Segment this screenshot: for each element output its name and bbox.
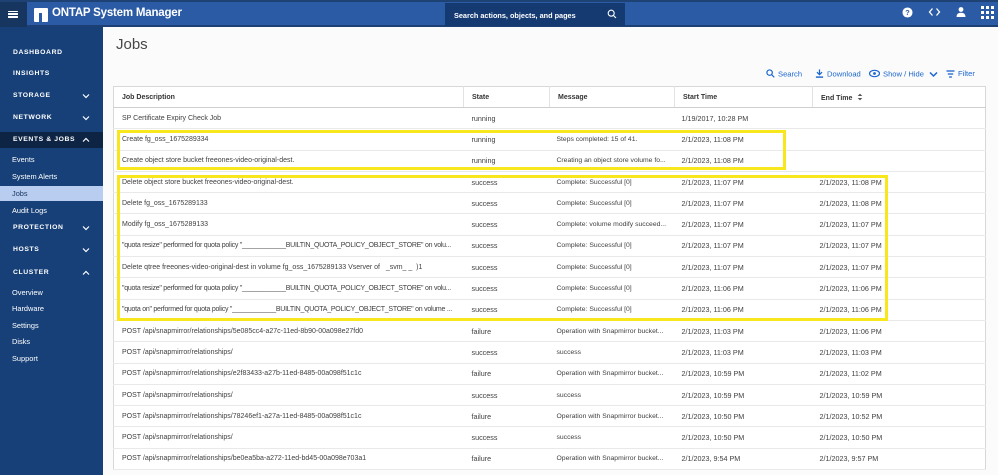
svg-text:?: ? — [905, 8, 910, 17]
